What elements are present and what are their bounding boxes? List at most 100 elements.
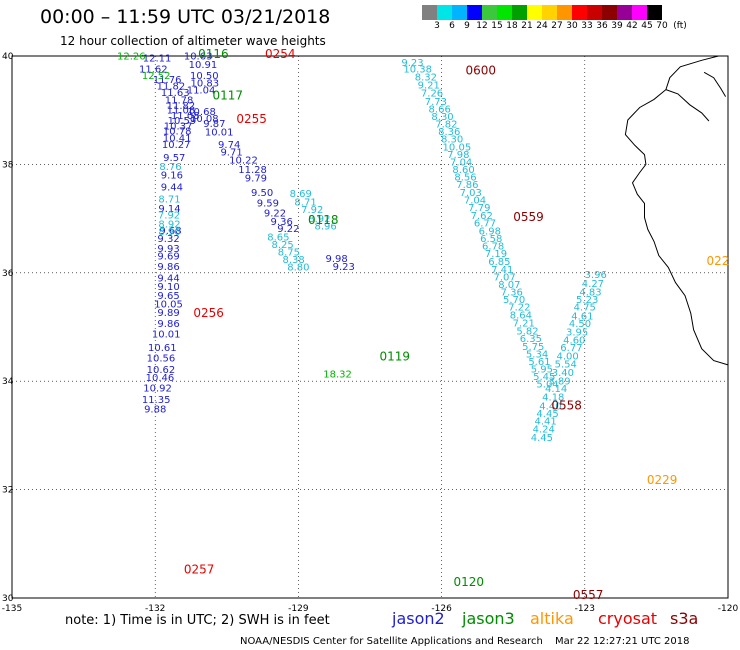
swh-value-jason2: 9.79 (245, 174, 267, 185)
legend-jason3: jason3 (462, 609, 515, 628)
pass-time-label: 0558 (551, 398, 582, 412)
swh-value-altika: 8.64 (510, 310, 532, 321)
color-swatch (602, 5, 617, 20)
swh-value-altika: 5.70 (503, 295, 525, 306)
swh-value-altika: 4.27 (582, 279, 604, 290)
swh-value-altika: 4.40 (539, 401, 561, 412)
color-swatch (542, 5, 557, 20)
swh-value-altika: 8.65 (267, 232, 289, 243)
swh-value-jason2: 10.01 (152, 329, 181, 340)
swh-value-jason2: 11.63 (161, 88, 190, 99)
lon-tick-label: -123 (575, 604, 595, 614)
swh-points: 12.1111.6211.7611.8211.6311.7811.8211.08… (117, 51, 607, 444)
swh-value-altika: 7.86 (456, 180, 478, 191)
swh-value-altika: 7.82 (435, 120, 457, 131)
swh-value-altika: 7.19 (485, 249, 507, 260)
swh-value-altika: 7.03 (460, 188, 482, 199)
color-swatch (422, 5, 437, 20)
swh-value-altika: 7.41 (491, 265, 513, 276)
color-swatch (482, 5, 497, 20)
swh-value-altika: 5.82 (516, 327, 538, 338)
swh-value-jason2: 9.71 (220, 148, 242, 159)
swh-value-altika: 4.83 (579, 288, 601, 299)
swh-value-altika: 8.32 (415, 72, 437, 83)
units-note: note: 1) Time is in UTC; 2) SWH is in fe… (65, 613, 330, 628)
pass-time-label: 0229 (647, 473, 678, 487)
color-scale-tick: 45 (641, 21, 653, 31)
swh-value-jason3: 18.32 (323, 369, 352, 380)
swh-value-altika: 8.71 (294, 198, 316, 209)
swh-value-altika: 8.92 (308, 214, 330, 225)
swh-value-altika: 7.98 (447, 150, 469, 161)
lat-tick-label: 38 (2, 160, 14, 170)
pass-time-label: 0557 (573, 588, 604, 602)
color-swatch (557, 5, 572, 20)
color-swatch (437, 5, 452, 20)
swh-value-altika: 9.21 (418, 81, 440, 92)
pass-time-label: 0559 (513, 210, 544, 224)
coastline-inlet (703, 71, 727, 97)
pass-time-label: 0254 (265, 47, 296, 61)
color-swatch (632, 5, 647, 20)
swh-value-altika: 8.75 (278, 247, 300, 258)
pass-time-label: 0118 (308, 213, 339, 227)
color-swatch (647, 5, 662, 20)
swh-value-jason2: 9.87 (203, 119, 225, 130)
swh-value-altika: 4.00 (556, 352, 578, 363)
pass-labels: 0116 0254 0600 0117 0255 0118 0559 0256 0119 0558… (184, 47, 730, 602)
swh-value-altika: 8.38 (282, 255, 304, 266)
swh-value-altika: 10.38 (403, 64, 432, 75)
color-scale-tick: 30 (566, 21, 578, 31)
swh-value-jason2: 9.44 (157, 273, 179, 284)
swh-value-altika: 8.07 (498, 280, 520, 291)
color-swatch (527, 5, 542, 20)
lon-tick-label: -120 (718, 604, 739, 614)
swh-value-altika: 6.35 (520, 334, 542, 345)
swh-value-altika: 6.58 (480, 234, 502, 245)
color-swatch (512, 5, 527, 20)
color-swatch (452, 5, 467, 20)
swh-value-altika: 6.78 (482, 241, 504, 252)
swh-value-altika: 7.36 (501, 288, 523, 299)
lon-tick-label: -129 (288, 604, 309, 614)
swh-value-altika: 5.23 (576, 295, 598, 306)
swh-value-jason2: 10.08 (190, 114, 219, 125)
pass-time-label: 022 (707, 254, 730, 268)
swh-value-altika: 8.69 (290, 189, 312, 200)
color-swatch (467, 5, 482, 20)
lat-tick-label: 30 (2, 594, 14, 604)
color-scale-tick: 21 (521, 21, 533, 31)
swh-value-altika: 5.04 (536, 380, 558, 391)
swh-value-jason2: 10.63 (184, 51, 213, 62)
swh-value-jason2: 9.93 (157, 244, 179, 255)
swh-value-altika: 3.40 (552, 368, 574, 379)
swh-value-jason2: 10.83 (191, 78, 220, 89)
swh-value-altika: 7.04 (464, 195, 486, 206)
swh-value-altika: 7.26 (421, 89, 443, 100)
swh-value-jason2: 9.10 (157, 282, 179, 293)
swh-value-altika: 4.45 (531, 433, 553, 444)
swh-value-jason3: 12.26 (117, 51, 146, 62)
color-scale-tick: 36 (596, 21, 608, 31)
swh-value-altika: 3.89 (548, 376, 570, 387)
color-scale-tick: 42 (626, 21, 638, 31)
swh-value-altika: 7.92 (301, 205, 323, 216)
color-swatch (572, 5, 587, 20)
lon-tick-label: -132 (145, 604, 165, 614)
swh-value-altika: 8.96 (158, 227, 180, 238)
swh-value-jason2: 9.36 (271, 217, 293, 228)
swh-value-altika: 8.66 (429, 104, 451, 115)
swh-value-altika: 10.05 (443, 142, 472, 153)
map-frame (11, 55, 729, 599)
color-swatch (497, 5, 512, 20)
swh-value-altika: 4.18 (542, 393, 564, 404)
swh-value-altika: 5.34 (526, 349, 548, 360)
swh-value-jason2: 9.32 (157, 234, 179, 245)
pass-time-label: 0600 (465, 63, 496, 77)
swh-value-jason2: 9.14 (158, 204, 180, 215)
axis-labels: -135 -132 -129 -126 -123 -120 40 38 36 34 32 30 (2, 52, 739, 614)
swh-value-altika: 7.79 (468, 203, 490, 214)
swh-value-altika: 8.30 (441, 135, 463, 146)
swh-value-altika: 8.36 (438, 127, 460, 138)
lat-tick-label: 40 (2, 52, 14, 62)
